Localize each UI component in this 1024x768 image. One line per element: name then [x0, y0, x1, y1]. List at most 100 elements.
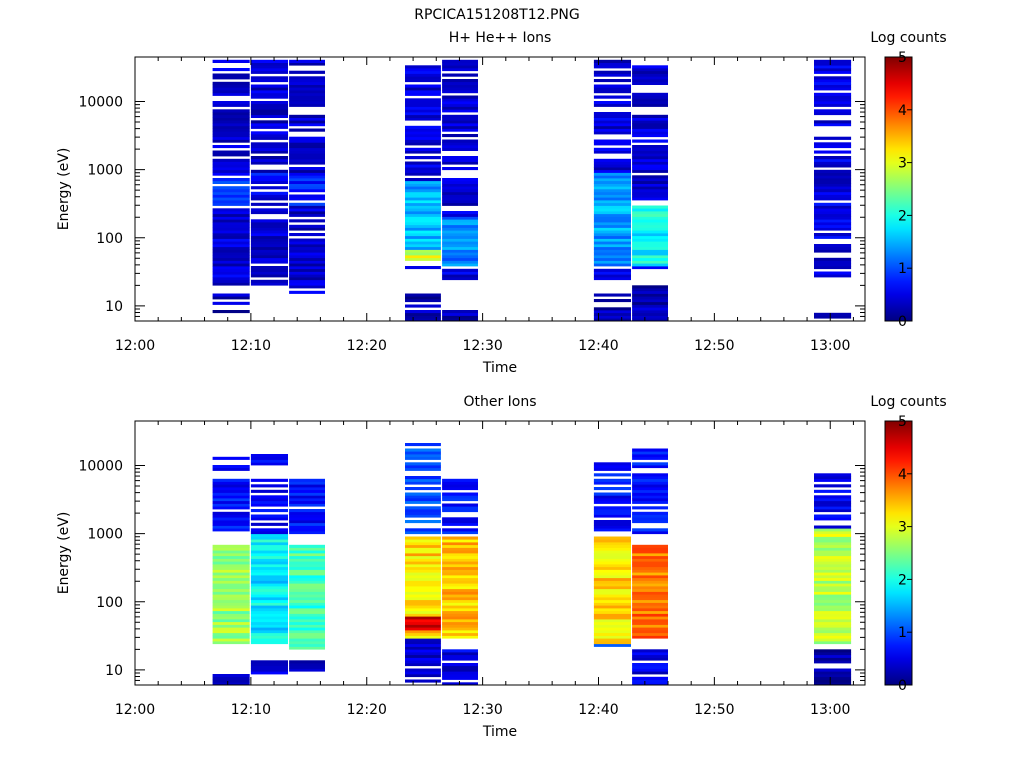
heatmap-cell — [289, 84, 325, 88]
heatmap-cell — [212, 492, 250, 496]
heatmap-cell — [289, 564, 325, 568]
heatmap-cell — [212, 59, 250, 63]
heatmap-cell — [289, 621, 325, 625]
heatmap-cell — [814, 180, 852, 184]
heatmap-cell — [593, 79, 631, 83]
heatmap-cell — [632, 654, 668, 658]
heatmap-cell — [405, 241, 441, 245]
heatmap-cell — [814, 156, 852, 160]
heatmap-cell — [250, 514, 288, 518]
heatmap-cell — [405, 134, 441, 138]
heatmap-cell — [212, 219, 250, 223]
heatmap-cell — [442, 676, 478, 680]
heatmap-cell — [405, 109, 441, 113]
heatmap-cell — [593, 500, 631, 504]
heatmap-cell — [405, 547, 441, 551]
heatmap-cell — [289, 509, 325, 513]
heatmap-cell — [632, 553, 668, 557]
heatmap-cell — [212, 68, 250, 72]
heatmap-cell — [442, 147, 478, 151]
y-tick-label: 10 — [105, 299, 123, 315]
heatmap-cell — [405, 318, 441, 321]
heatmap-cell — [250, 630, 288, 634]
heatmap-cell — [405, 646, 441, 650]
heatmap-cell — [212, 580, 250, 584]
heatmap-cell — [250, 547, 288, 551]
heatmap-cell — [632, 255, 668, 259]
heatmap-cell — [405, 448, 441, 452]
heatmap-cell — [289, 514, 325, 518]
heatmap-cell — [442, 591, 478, 595]
heatmap-cell — [814, 246, 852, 250]
heatmap-cell — [212, 555, 250, 559]
heatmap-cell — [593, 180, 631, 184]
heatmap-cell — [289, 277, 325, 281]
heatmap-cell — [405, 68, 441, 72]
heatmap-cell — [212, 605, 250, 609]
heatmap-cell — [405, 467, 441, 471]
heatmap-cell — [212, 76, 250, 80]
heatmap-cell — [632, 566, 668, 570]
heatmap-cell — [289, 591, 325, 595]
heatmap-cell — [405, 569, 441, 573]
heatmap-cell — [212, 227, 250, 231]
heatmap-cell — [212, 268, 250, 272]
heatmap-cell — [442, 230, 478, 234]
heatmap-cell — [814, 635, 852, 639]
heatmap-cell — [212, 586, 250, 590]
heatmap-cell — [593, 178, 631, 182]
heatmap-cell — [632, 197, 668, 201]
heatmap-cell — [593, 169, 631, 173]
heatmap-cell — [289, 244, 325, 248]
heatmap-cell — [442, 503, 478, 507]
heatmap-cell — [814, 624, 852, 628]
heatmap-cell — [593, 577, 631, 581]
heatmap-cell — [212, 520, 250, 524]
heatmap-cell — [593, 101, 631, 105]
heatmap-cell — [250, 517, 288, 521]
heatmap-cell — [405, 520, 441, 524]
heatmap-cell — [289, 213, 325, 217]
heatmap-cell — [289, 569, 325, 573]
heatmap-cell — [250, 271, 288, 275]
heatmap-cell — [593, 142, 631, 146]
heatmap-cell — [405, 227, 441, 231]
plot-frame — [134, 420, 866, 686]
heatmap-cell — [212, 467, 250, 471]
heatmap-cell — [212, 191, 250, 195]
heatmap-cell — [442, 139, 478, 143]
heatmap-cell — [250, 553, 288, 557]
heatmap-cell — [632, 299, 668, 303]
heatmap-cell — [632, 117, 668, 121]
heatmap-cell — [814, 101, 852, 105]
heatmap-cell — [593, 462, 631, 466]
heatmap-cell — [212, 103, 250, 107]
heatmap-cell — [814, 68, 852, 72]
heatmap-cell — [632, 448, 668, 452]
heatmap-cell — [632, 605, 668, 609]
heatmap-cell — [632, 216, 668, 220]
heatmap-cell — [212, 186, 250, 190]
heatmap-cell — [632, 462, 668, 466]
heatmap-cell — [593, 539, 631, 543]
heatmap-cell — [250, 136, 288, 140]
heatmap-cell — [405, 164, 441, 168]
heatmap-cell — [593, 233, 631, 237]
heatmap-cell — [814, 175, 852, 179]
heatmap-cell — [442, 158, 478, 162]
colorbar-tick-label: 1 — [898, 625, 907, 641]
heatmap-cell — [405, 509, 441, 513]
heatmap-cell — [814, 682, 852, 685]
heatmap-cell — [593, 167, 631, 171]
heatmap-cell — [212, 172, 250, 176]
heatmap-cell — [442, 178, 478, 182]
heatmap-cell — [814, 235, 852, 239]
heatmap-cell — [442, 241, 478, 245]
heatmap-cell — [814, 98, 852, 102]
heatmap-cell — [212, 257, 250, 261]
heatmap-cell — [405, 679, 441, 683]
heatmap-cell — [212, 112, 250, 116]
heatmap-cell — [405, 572, 441, 576]
heatmap-cell — [405, 454, 441, 458]
